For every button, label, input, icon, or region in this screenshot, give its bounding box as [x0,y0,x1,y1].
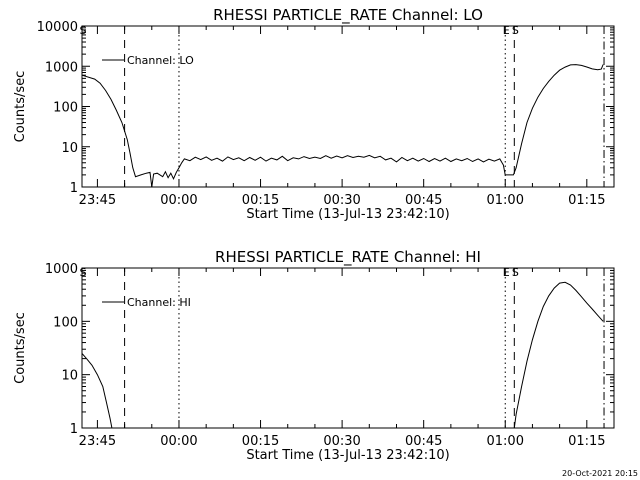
x-tick-label: 00:45 [405,434,442,449]
series-line-0 [81,64,604,188]
x-tick-label: 23:45 [79,193,116,208]
event-marker-label: S [512,24,519,37]
x-tick-label: 01:15 [568,434,605,449]
x-axis-title: Start Time (13-Jul-13 23:42:10) [246,207,449,222]
chart-panel-1: RHESSI PARTICLE_RATE Channel: HI 1 10 100 10… [13,248,615,463]
x-tick-label: 00:30 [323,193,360,208]
y-tick-label: 100 [53,315,78,330]
y-tick-label: 100 [53,101,78,116]
x-tick-label: 23:45 [79,434,116,449]
x-axis-title: Start Time (13-Jul-13 23:42:10) [246,448,449,463]
chart-title: RHESSI PARTICLE_RATE Channel: LO [213,6,483,25]
event-marker-label: S [80,266,87,279]
x-tick-label: 00:30 [323,434,360,449]
x-tick-label: 00:00 [160,434,197,449]
y-tick-label: 10 [61,369,78,384]
x-tick-label: 01:00 [487,434,524,449]
y-axis-title: Counts/sec [13,312,28,384]
generation-timestamp: 20-Oct-2021 20:15 [562,469,638,478]
plot-frame [81,25,615,188]
x-tick-label: 01:15 [568,193,605,208]
x-tick-label: 00:15 [242,434,279,449]
x-tick-label: 01:00 [487,193,524,208]
legend-label: Channel: LO [127,54,194,67]
event-marker-label: E [503,24,510,37]
y-tick-label: 1000 [45,262,78,277]
event-marker-label: S [80,24,87,37]
chart-panel-0: RHESSI PARTICLE_RATE Channel: LO 1 10 100 10… [13,6,615,222]
x-tick-label: 00:00 [160,193,197,208]
legend-label: Channel: HI [127,296,191,309]
series-line-0 [513,281,604,429]
series-line-0 [81,353,113,429]
y-tick-label: 10 [61,141,78,156]
chart-title: RHESSI PARTICLE_RATE Channel: HI [215,248,481,267]
y-axis-title: Counts/sec [13,71,28,143]
x-tick-label: 00:45 [405,193,442,208]
x-tick-label: 00:15 [242,193,279,208]
y-tick-label: 1 [70,181,78,196]
y-tick-label: 10000 [37,20,78,35]
event-marker-label: E [503,266,510,279]
y-tick-label: 1000 [45,60,78,75]
plot-frame [81,267,615,429]
event-marker-label: S [512,266,519,279]
y-tick-label: 1 [70,422,78,437]
